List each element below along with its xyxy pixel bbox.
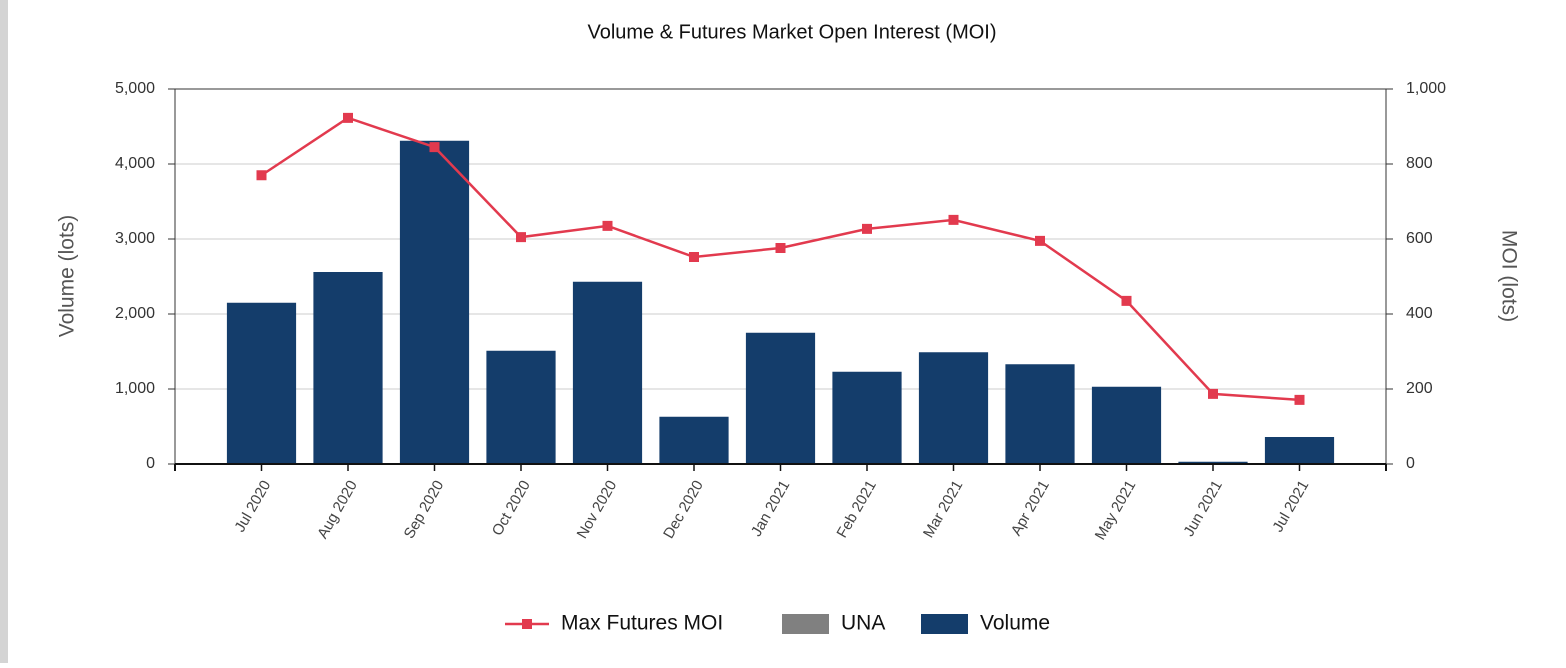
- bar: [918, 352, 989, 464]
- y2-tick-label: 0: [1406, 455, 1415, 472]
- line-marker: [775, 243, 786, 253]
- line-marker: [429, 142, 440, 153]
- x-tick-label: Nov 2020: [574, 477, 621, 541]
- y-tick-label: 1,000: [115, 380, 155, 397]
- line-marker: [256, 170, 267, 181]
- y-tick-label: 5,000: [115, 80, 155, 97]
- line-marker: [602, 220, 613, 231]
- line-marker: [1294, 394, 1305, 405]
- x-tick-label: May 2021: [1092, 477, 1140, 543]
- bar: [313, 272, 383, 464]
- legend-swatch: [921, 614, 968, 634]
- line-marker: [516, 232, 526, 243]
- y2-tick-label: 600: [1406, 230, 1433, 247]
- x-tick-label: Jul 2020: [231, 477, 274, 535]
- page-edge: [0, 0, 8, 663]
- legend-label: Volume: [980, 612, 1050, 635]
- y-tick-label: 2,000: [115, 305, 155, 322]
- bar: [486, 350, 556, 464]
- y2-tick-label: 200: [1406, 380, 1433, 397]
- bar: [745, 332, 816, 464]
- line-marker: [1208, 388, 1218, 399]
- x-tick-label: Jun 2021: [1180, 477, 1226, 539]
- line-marker: [862, 223, 872, 234]
- bar: [572, 281, 643, 464]
- line-marker: [1121, 295, 1132, 306]
- bar: [1178, 461, 1248, 464]
- bar: [399, 140, 470, 464]
- x-tick-label: Jul 2021: [1269, 477, 1312, 535]
- line-marker: [343, 112, 353, 123]
- x-tick-label: Sep 2020: [401, 477, 448, 541]
- bar: [1005, 364, 1075, 464]
- y2-tick-label: 800: [1406, 155, 1433, 172]
- bar: [1264, 437, 1335, 464]
- y2-tick-label: 1,000: [1406, 80, 1446, 97]
- y-tick-label: 4,000: [115, 155, 155, 172]
- x-tick-label: Jan 2021: [748, 477, 794, 539]
- x-tick-label: Apr 2021: [1008, 477, 1053, 538]
- x-tick-label: Mar 2021: [920, 477, 966, 540]
- y-tick-label: 0: [146, 455, 155, 472]
- legend-swatch-marker: [522, 619, 532, 629]
- y-axis-title: Volume (lots): [56, 215, 79, 338]
- bar: [832, 371, 902, 464]
- line-marker: [1035, 235, 1045, 246]
- chart-title: Volume & Futures Market Open Interest (M…: [587, 21, 996, 43]
- legend-label: UNA: [841, 612, 885, 635]
- legend-swatch: [782, 614, 829, 634]
- y2-axis-title: MOI (lots): [1497, 230, 1520, 322]
- x-tick-label: Oct 2020: [489, 477, 534, 538]
- bar: [659, 416, 729, 464]
- x-tick-label: Dec 2020: [660, 477, 707, 541]
- legend-label: Max Futures MOI: [561, 612, 723, 635]
- line-marker: [689, 252, 699, 262]
- bar: [226, 302, 297, 464]
- bar: [1091, 386, 1162, 464]
- y2-tick-label: 400: [1406, 305, 1433, 322]
- line-marker: [948, 214, 959, 225]
- x-tick-label: Feb 2021: [833, 477, 879, 540]
- y-tick-label: 3,000: [115, 230, 155, 247]
- x-tick-label: Aug 2020: [314, 477, 361, 541]
